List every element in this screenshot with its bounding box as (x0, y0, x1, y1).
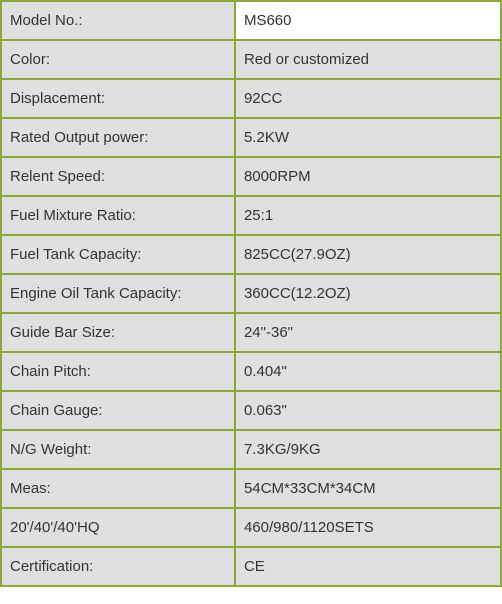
spec-value: 5.2KW (235, 118, 501, 157)
table-row: Guide Bar Size:24"-36" (1, 313, 501, 352)
table-row: Fuel Mixture Ratio:25:1 (1, 196, 501, 235)
table-row: Certification: CE (1, 547, 501, 586)
spec-value: 0.063" (235, 391, 501, 430)
table-row: Rated Output power:5.2KW (1, 118, 501, 157)
spec-label: Displacement: (1, 79, 235, 118)
table-row: Relent Speed:8000RPM (1, 157, 501, 196)
table-row: Chain Gauge:0.063" (1, 391, 501, 430)
spec-label: Engine Oil Tank Capacity: (1, 274, 235, 313)
spec-value: 54CM*33CM*34CM (235, 469, 501, 508)
spec-value: MS660 (235, 1, 501, 40)
spec-label: Meas: (1, 469, 235, 508)
spec-label: Model No.: (1, 1, 235, 40)
table-row: Color:Red or customized (1, 40, 501, 79)
spec-value: 25:1 (235, 196, 501, 235)
table-row: Meas:54CM*33CM*34CM (1, 469, 501, 508)
spec-value: 24"-36" (235, 313, 501, 352)
table-row: N/G Weight:7.3KG/9KG (1, 430, 501, 469)
spec-label: Fuel Mixture Ratio: (1, 196, 235, 235)
table-row: Chain Pitch:0.404" (1, 352, 501, 391)
spec-label: Color: (1, 40, 235, 79)
table-row: Engine Oil Tank Capacity:360CC(12.2OZ) (1, 274, 501, 313)
spec-value: 825CC(27.9OZ) (235, 235, 501, 274)
table-row: Displacement:92CC (1, 79, 501, 118)
spec-value: 92CC (235, 79, 501, 118)
spec-value: 0.404" (235, 352, 501, 391)
spec-value: 360CC(12.2OZ) (235, 274, 501, 313)
spec-label: Certification: (1, 547, 235, 586)
spec-value: 460/980/1120SETS (235, 508, 501, 547)
spec-value: 8000RPM (235, 157, 501, 196)
spec-label: 20'/40'/40'HQ (1, 508, 235, 547)
spec-table-body: Model No.:MS660Color:Red or customizedDi… (1, 1, 501, 586)
table-row: Model No.:MS660 (1, 1, 501, 40)
spec-table: Model No.:MS660Color:Red or customizedDi… (0, 0, 502, 587)
spec-value: 7.3KG/9KG (235, 430, 501, 469)
table-row: Fuel Tank Capacity:825CC(27.9OZ) (1, 235, 501, 274)
spec-label: Rated Output power: (1, 118, 235, 157)
spec-label: Guide Bar Size: (1, 313, 235, 352)
spec-label: Relent Speed: (1, 157, 235, 196)
spec-value: Red or customized (235, 40, 501, 79)
spec-label: Chain Gauge: (1, 391, 235, 430)
spec-label: Fuel Tank Capacity: (1, 235, 235, 274)
spec-label: Chain Pitch: (1, 352, 235, 391)
spec-value: CE (235, 547, 501, 586)
table-row: 20'/40'/40'HQ460/980/1120SETS (1, 508, 501, 547)
spec-label: N/G Weight: (1, 430, 235, 469)
